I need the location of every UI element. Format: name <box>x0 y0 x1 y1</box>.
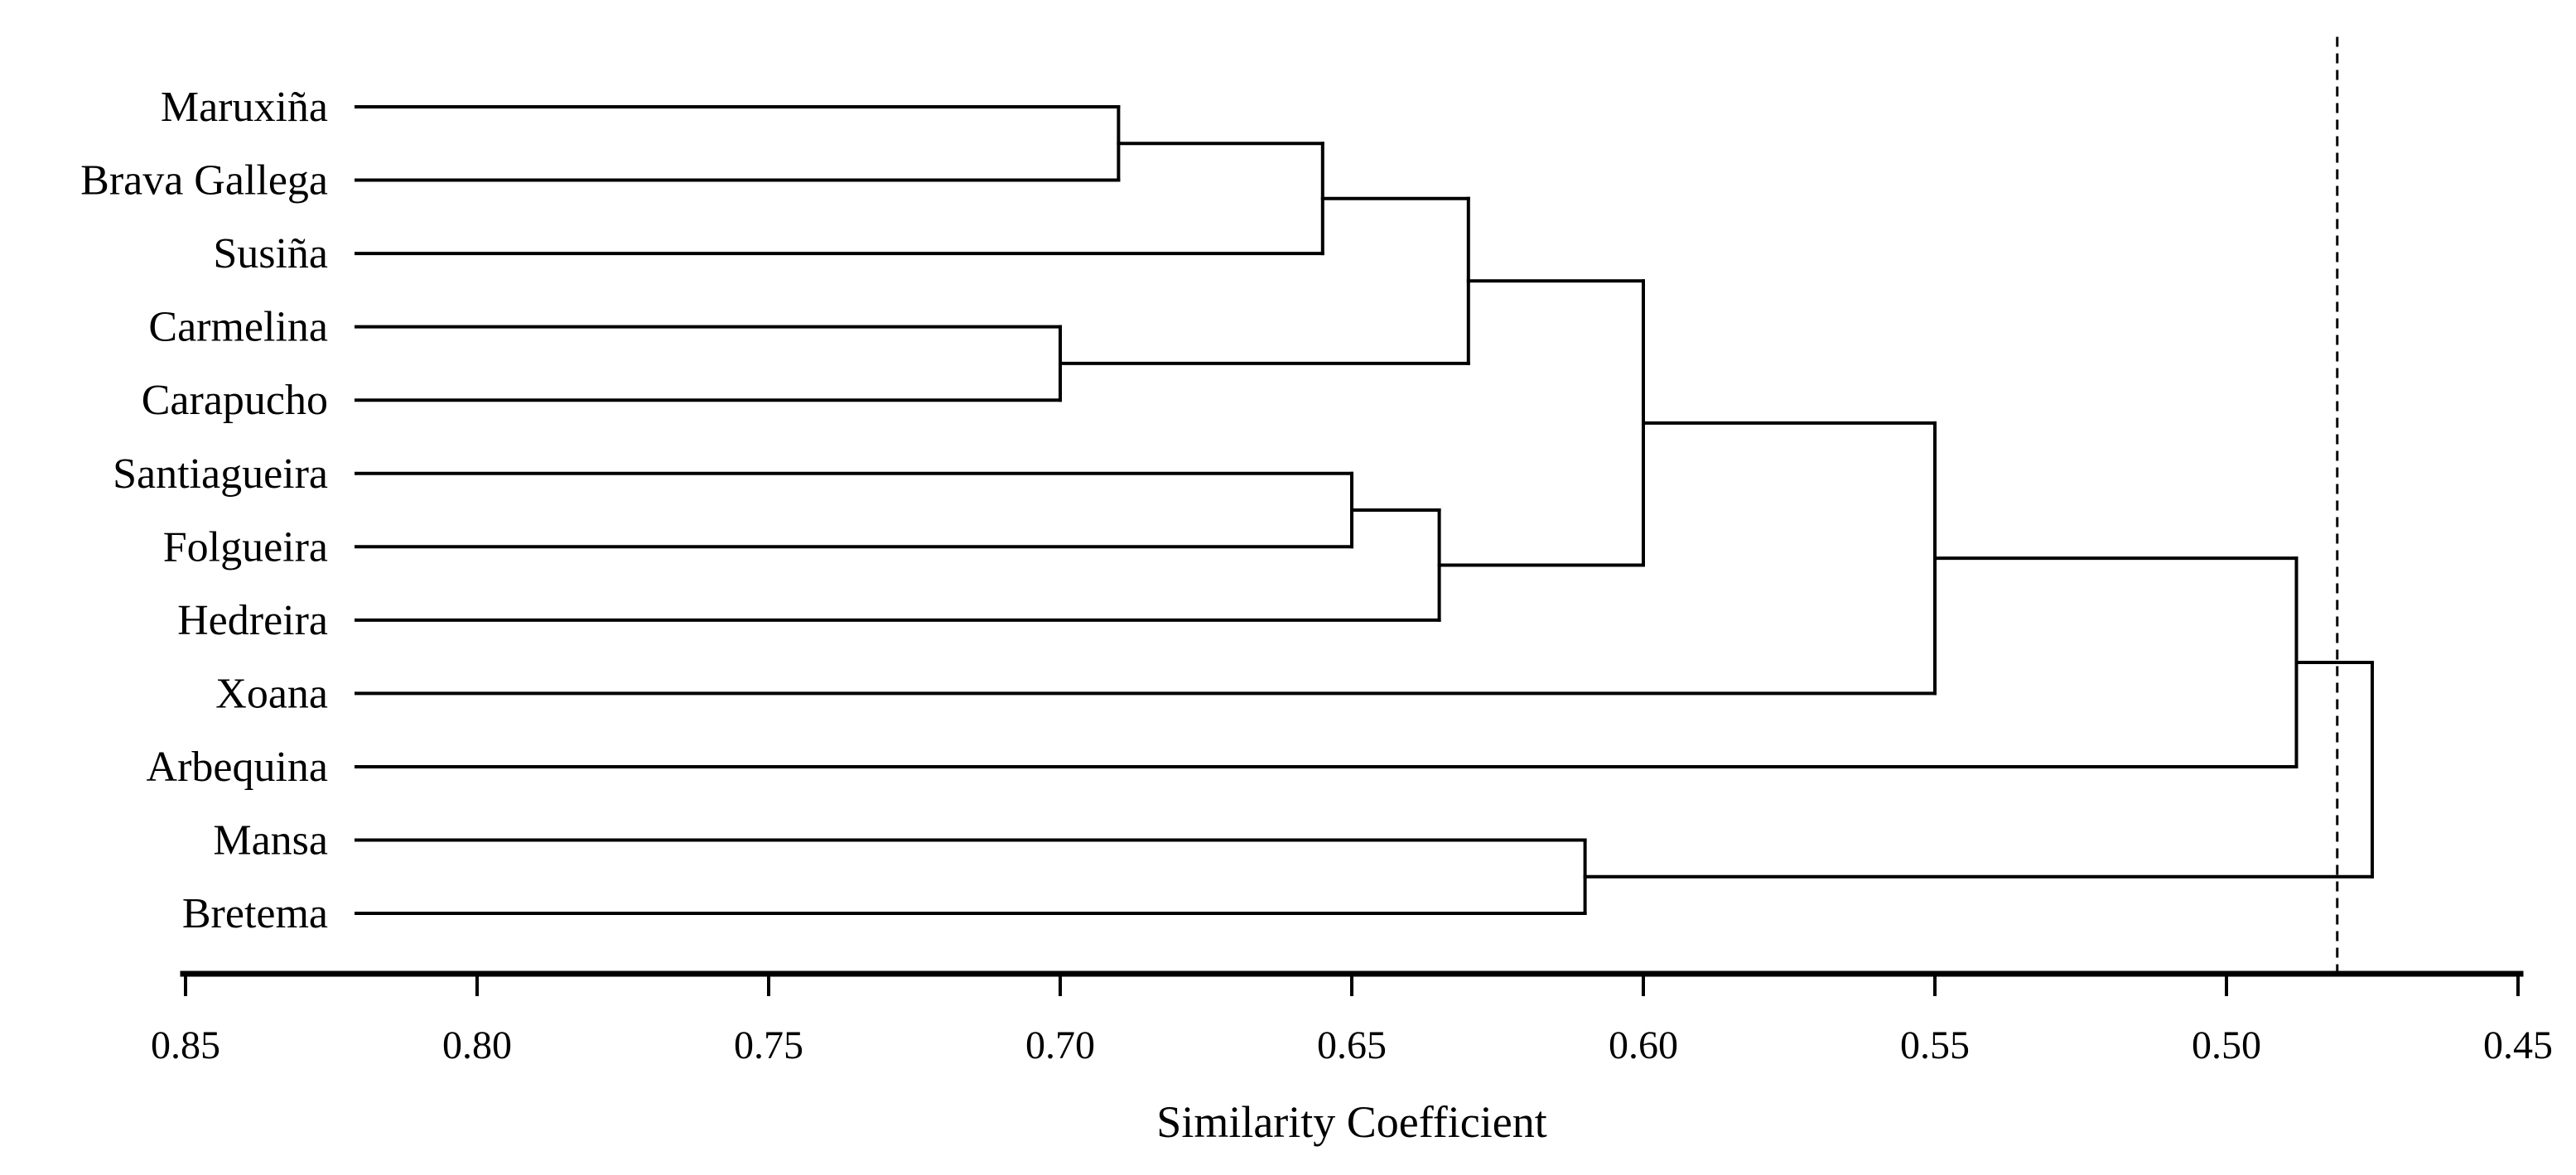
x-axis-tick-label: 0.50 <box>2192 1023 2261 1067</box>
x-axis-tick-label: 0.45 <box>2483 1023 2553 1067</box>
leaf-label-brava-gallega: Brava Gallega <box>80 157 328 205</box>
leaf-label-carmelina: Carmelina <box>148 304 328 351</box>
leaf-label-carapucho: Carapucho <box>142 377 328 424</box>
leaf-label-maruxiña: Maruxiña <box>161 84 328 131</box>
leaf-label-mansa: Mansa <box>213 817 328 864</box>
x-axis-tick-label: 0.70 <box>1025 1023 1095 1067</box>
leaf-label-folgueira: Folgueira <box>163 523 328 571</box>
leaf-label-santiagueira: Santiagueira <box>113 450 328 498</box>
x-axis-tick-label: 0.55 <box>1900 1023 1970 1067</box>
leaf-label-arbequina: Arbequina <box>147 744 328 791</box>
x-axis-tick-label: 0.75 <box>734 1023 803 1067</box>
x-axis-tick-label: 0.60 <box>1609 1023 1678 1067</box>
leaf-label-bretema: Bretema <box>182 890 328 937</box>
x-axis-tick-label: 0.65 <box>1317 1023 1387 1067</box>
leaf-label-hedreira: Hedreira <box>177 597 328 644</box>
x-axis-tick-label: 0.85 <box>151 1023 220 1067</box>
leaf-label-xoana: Xoana <box>215 670 328 717</box>
x-axis-title: Similarity Coefficient <box>1156 1097 1546 1147</box>
leaf-label-susiña: Susiña <box>213 230 328 277</box>
x-axis-tick-label: 0.80 <box>442 1023 512 1067</box>
